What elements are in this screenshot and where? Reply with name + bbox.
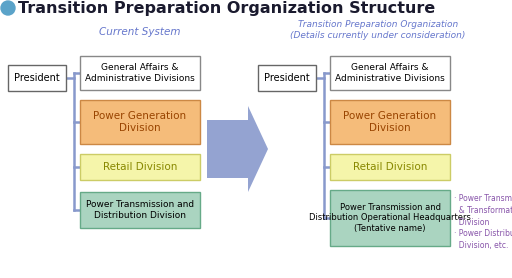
- Text: Power Transmission and
Distribution Division: Power Transmission and Distribution Divi…: [86, 200, 194, 220]
- FancyBboxPatch shape: [80, 56, 200, 90]
- Text: General Affairs &
Administrative Divisions: General Affairs & Administrative Divisio…: [85, 63, 195, 83]
- Circle shape: [1, 1, 15, 15]
- Text: Transition Preparation Organization
(Details currently under consideration): Transition Preparation Organization (Det…: [290, 20, 466, 40]
- FancyBboxPatch shape: [80, 154, 200, 180]
- FancyBboxPatch shape: [80, 192, 200, 228]
- FancyBboxPatch shape: [330, 190, 450, 246]
- Text: President: President: [264, 73, 310, 83]
- FancyBboxPatch shape: [330, 100, 450, 144]
- FancyBboxPatch shape: [330, 154, 450, 180]
- Text: Retail Division: Retail Division: [353, 162, 427, 172]
- Text: Power Transmission and
Distribution Operational Headquarters
(Tentative name): Power Transmission and Distribution Oper…: [309, 203, 471, 233]
- Text: President: President: [14, 73, 60, 83]
- Polygon shape: [207, 106, 268, 192]
- Text: · Power Transmission
  & Transformation
  Division
· Power Distribution
  Divisi: · Power Transmission & Transformation Di…: [454, 194, 512, 250]
- Text: General Affairs &
Administrative Divisions: General Affairs & Administrative Divisio…: [335, 63, 445, 83]
- Text: Power Generation
Division: Power Generation Division: [93, 111, 186, 133]
- Text: Current System: Current System: [99, 27, 181, 37]
- FancyBboxPatch shape: [8, 65, 66, 91]
- Text: Retail Division: Retail Division: [103, 162, 177, 172]
- FancyBboxPatch shape: [258, 65, 316, 91]
- FancyBboxPatch shape: [80, 100, 200, 144]
- Text: Transition Preparation Organization Structure: Transition Preparation Organization Stru…: [18, 1, 435, 16]
- FancyBboxPatch shape: [330, 56, 450, 90]
- Text: Power Generation
Division: Power Generation Division: [344, 111, 437, 133]
